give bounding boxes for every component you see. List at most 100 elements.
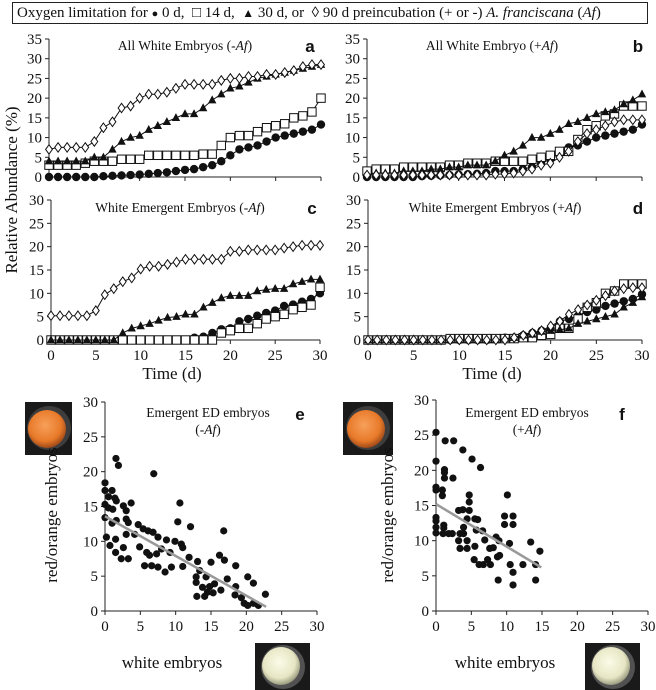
- y-tick-label: 5: [354, 310, 362, 326]
- series-90d: [44, 59, 326, 155]
- scatter-point: [494, 576, 502, 584]
- y-tick-label: 5: [353, 150, 361, 166]
- scatter-point: [150, 470, 158, 478]
- y-tick-label: 0: [35, 170, 43, 186]
- diamond-marker: [463, 169, 472, 181]
- triangle-marker: [198, 103, 208, 112]
- legend-entry-30d: ▲ 30 d, or: [242, 5, 304, 21]
- diamond-marker: [546, 157, 555, 169]
- legend-label: 14 d,: [204, 5, 235, 21]
- y-tick-label: 15: [346, 263, 361, 279]
- diamond-marker: [64, 310, 73, 322]
- circle-marker: [253, 141, 262, 150]
- y-tick-label: 25: [83, 430, 98, 446]
- triangle-marker: [153, 121, 162, 129]
- y-tick-label: 0: [354, 333, 362, 349]
- y-tick-label: 30: [414, 393, 429, 409]
- triangle-marker: [500, 150, 509, 159]
- legend-entry-0d: ● 0 d,: [152, 5, 185, 21]
- circle-marker: [53, 172, 63, 182]
- circle-marker: [135, 170, 144, 179]
- triangle-marker: [463, 160, 473, 169]
- scatter-point: [198, 583, 207, 591]
- scatter-point: [432, 517, 440, 525]
- triangle-marker: [145, 318, 154, 327]
- diamond-marker: [208, 253, 217, 265]
- diamond-marker: [464, 334, 473, 346]
- diamond-marker: [82, 310, 91, 322]
- triangle-marker: [46, 335, 56, 344]
- diamond-marker: [482, 334, 491, 346]
- triangle-marker: [136, 321, 145, 330]
- diamond-marker: [546, 320, 555, 332]
- scatter-point: [459, 530, 468, 538]
- diamond-marker: [271, 68, 280, 81]
- y-tick-label: 15: [345, 111, 360, 127]
- x-tick-label: 25: [605, 619, 620, 635]
- square-marker: [234, 130, 245, 141]
- diamond-marker: [518, 165, 527, 177]
- x-tick-label: 30: [641, 619, 656, 635]
- scatter-point: [509, 581, 517, 589]
- triangle-marker: [217, 89, 226, 98]
- scatter-point: [432, 523, 440, 531]
- x-tick-label: 25: [589, 348, 604, 364]
- scatter-point: [500, 512, 509, 520]
- circle-marker: [144, 169, 153, 179]
- y-tick-label: 5: [422, 569, 430, 585]
- legend-box: Oxygen limitation for ● 0 d, □ 14 d, ▲ 3…: [12, 2, 648, 24]
- triangle-marker: [64, 335, 74, 344]
- square-marker: [518, 156, 528, 166]
- triangle-marker: [628, 95, 638, 104]
- scatter-point: [459, 523, 468, 531]
- y-tick-label: 10: [345, 131, 360, 147]
- x-tick-label: 5: [92, 348, 100, 364]
- diamond-marker: [190, 78, 199, 90]
- y-tick-label: 0: [37, 333, 45, 349]
- title-italic: Af: [203, 422, 218, 437]
- triangle-marker: [208, 297, 217, 306]
- diamond-marker: [391, 334, 400, 346]
- triangle-marker: [253, 286, 262, 295]
- title-part: White Emergent Embryos (+: [409, 200, 565, 215]
- panel-title: White Emergent Embryos (-Af): [95, 200, 265, 215]
- triangle-marker: [527, 132, 537, 141]
- triangle-marker: [72, 156, 81, 165]
- scatter-point: [114, 461, 123, 469]
- square-marker: [216, 140, 226, 151]
- x-tick-label: 10: [499, 619, 514, 635]
- square-marker: [243, 130, 254, 141]
- x-tick-label: 15: [498, 348, 513, 364]
- scatter-point: [152, 550, 161, 558]
- diamond-marker: [574, 304, 583, 316]
- scatter-point: [479, 560, 487, 569]
- diamond-marker: [316, 59, 326, 71]
- x-tick-label: 5: [468, 619, 476, 635]
- diamond-marker: [564, 145, 573, 157]
- square-marker: [637, 101, 647, 111]
- triangle-marker: [601, 107, 610, 116]
- scatter-point: [465, 506, 473, 515]
- scatter-point: [532, 576, 540, 584]
- circle-marker: [279, 301, 289, 311]
- diamond-marker: [100, 289, 109, 301]
- square-marker: [298, 111, 308, 121]
- scatter-point: [179, 544, 187, 552]
- triangle-marker: [81, 156, 90, 165]
- scatter-point: [104, 493, 113, 501]
- panel-letter: a: [305, 37, 315, 56]
- scatter-point: [468, 455, 476, 463]
- circle-marker: [81, 172, 90, 182]
- diamond-marker: [172, 256, 181, 268]
- y-tick-label: 20: [346, 240, 361, 256]
- scatter-point: [174, 518, 182, 526]
- scatter-point: [536, 547, 544, 555]
- white-embryo-photo-e: [255, 643, 310, 690]
- diamond-marker: [244, 70, 253, 83]
- triangle-marker: [235, 290, 244, 299]
- x-tick-label: 25: [274, 619, 289, 635]
- scatter-point: [505, 539, 514, 548]
- y-tick-label: 35: [27, 32, 42, 48]
- triangle-marker: [118, 328, 127, 337]
- x-axis-label-e: white embryos: [122, 653, 223, 672]
